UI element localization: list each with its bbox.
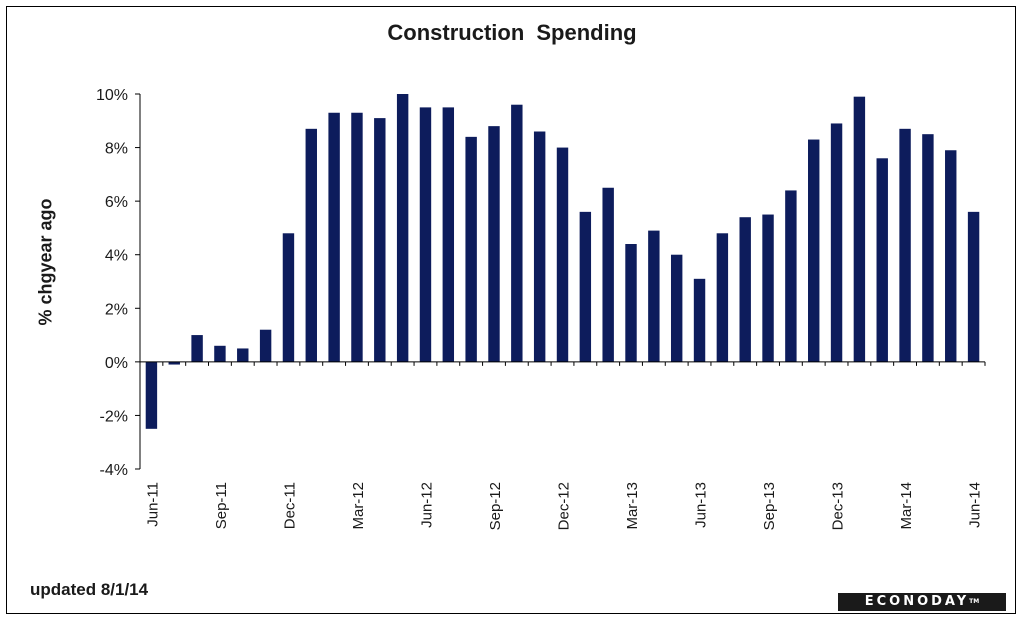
econoday-logo: ECONODAYTM: [838, 593, 1006, 611]
x-tick-label: Dec-12: [556, 482, 573, 530]
y-tick-label: -2%: [100, 408, 128, 425]
bar-Aug-12: [465, 136, 477, 362]
x-tick-label: Mar-13: [624, 482, 641, 530]
bar-Nov-11: [259, 329, 272, 362]
updated-date: updated 8/1/14: [30, 580, 149, 599]
logo-text: ECONODAY: [864, 594, 970, 609]
bar-Aug-13: [739, 217, 751, 362]
x-tick-label: Jun-11: [144, 482, 161, 527]
bar-Jan-12: [305, 128, 317, 362]
bar-Jun-11: [145, 361, 158, 429]
bar-Dec-11: [282, 233, 295, 362]
bar-May-14: [945, 150, 957, 362]
x-tick-label: Sep-12: [487, 482, 504, 530]
bar-Feb-13: [602, 187, 614, 362]
bar-Apr-12: [374, 118, 386, 362]
y-tick-labels: -4% -2% 0% 2% 4% 6% 8% 10%: [96, 87, 128, 479]
bar-Sep-11: [214, 345, 226, 362]
chart-frame: [6, 6, 1016, 614]
y-axis-label: % chgyear ago: [35, 198, 56, 326]
x-tick-label: Sep-11: [213, 482, 230, 529]
bar-Oct-12: [511, 104, 523, 362]
y-tick-label: 6%: [105, 194, 128, 211]
logo-trademark: TM: [969, 598, 980, 605]
x-tick-label: Dec-11: [281, 482, 298, 529]
bar-Jun-12: [419, 107, 432, 362]
x-tick-labels: Jun-11 Sep-11 Dec-11 Mar-12 Jun-12 Sep-12 Dec-…: [144, 482, 983, 530]
bar-May-12: [396, 94, 409, 362]
bar-Feb-12: [328, 112, 340, 362]
bar-Apr-13: [648, 230, 660, 362]
bar-Mar-14: [899, 128, 911, 362]
bar-Nov-12: [533, 131, 546, 362]
x-tick-label: Jun-13: [693, 482, 710, 528]
y-tick-label: 10%: [96, 87, 128, 104]
x-tick-label: Mar-12: [350, 482, 367, 530]
x-tick-label: Dec-13: [830, 482, 847, 530]
bar-Jul-11: [168, 361, 180, 365]
bar-Aug-11: [191, 335, 203, 362]
y-tick-label: 8%: [105, 141, 128, 158]
y-tick-label: 4%: [105, 248, 128, 265]
x-tick-label: Mar-14: [898, 482, 915, 530]
bar-Jun-13: [693, 278, 706, 362]
bar-Oct-11: [237, 348, 249, 362]
chart-title: Construction Spending: [387, 20, 637, 45]
y-tick-label: 0%: [105, 355, 128, 372]
bar-Jan-14: [853, 96, 866, 362]
bar-series: [145, 94, 980, 429]
bar-Apr-14: [922, 134, 934, 362]
bar-Jul-13: [716, 233, 729, 362]
x-tick-label: Sep-13: [761, 482, 778, 530]
y-tick-label: 2%: [105, 301, 128, 318]
bar-May-13: [670, 254, 683, 362]
bar-Jan-13: [579, 211, 592, 362]
bar-Sep-13: [762, 214, 774, 362]
bar-Dec-12: [556, 147, 569, 362]
bar-Jun-14: [967, 211, 980, 362]
y-tick-label: -4%: [100, 462, 128, 479]
bar-Nov-13: [808, 139, 820, 362]
x-tick-label: Jun-14: [967, 482, 984, 528]
bar-Mar-13: [625, 244, 637, 362]
bar-Mar-12: [351, 112, 363, 362]
bar-Jul-12: [442, 107, 455, 362]
bar-Sep-12: [488, 126, 500, 362]
x-tick-label: Jun-12: [418, 482, 435, 528]
bar-Feb-14: [876, 158, 888, 362]
bar-Oct-13: [785, 190, 797, 362]
bar-Dec-13: [830, 123, 843, 362]
axes: [135, 93, 986, 470]
